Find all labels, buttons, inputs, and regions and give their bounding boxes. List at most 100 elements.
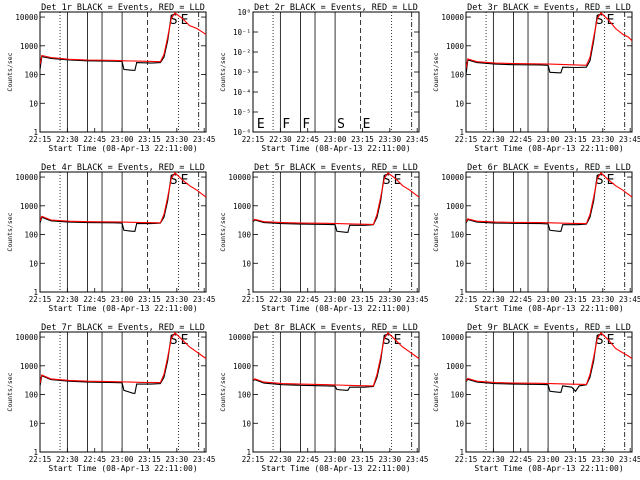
x-axis-label: Start Time (08-Apr-13 22:11:00) bbox=[48, 144, 197, 153]
y-tick-label: 1 bbox=[459, 128, 464, 137]
x-tick-label: 23:45 bbox=[619, 295, 640, 304]
x-tick-label: 23:15 bbox=[351, 295, 374, 304]
x-tick-label: 22:15 bbox=[455, 455, 478, 464]
flag-label: E bbox=[607, 13, 615, 28]
detector-chart-5: Det 5r BLACK = Events, RED = LLD Counts/s… bbox=[219, 163, 428, 313]
flag-label: S bbox=[337, 117, 345, 132]
x-tick-label: 22:30 bbox=[482, 135, 505, 144]
x-tick-label: 23:30 bbox=[592, 295, 615, 304]
x-tick-label: 23:00 bbox=[324, 455, 347, 464]
series-line-lld bbox=[466, 12, 632, 69]
y-tick-label: 1000 bbox=[20, 362, 39, 371]
series-line-events bbox=[40, 14, 172, 71]
flag-label: S bbox=[383, 333, 391, 348]
series-line-events bbox=[466, 14, 598, 75]
x-tick-label: 23:15 bbox=[564, 135, 587, 144]
x-tick-label: 22:15 bbox=[29, 135, 52, 144]
chart-title: Det 5r BLACK = Events, RED = LLD bbox=[254, 163, 418, 173]
x-tick-label: 23:30 bbox=[379, 455, 402, 464]
y-tick-label: 100 bbox=[24, 391, 38, 400]
flag-label: S bbox=[170, 333, 178, 348]
x-tick-label: 23:30 bbox=[379, 295, 402, 304]
x-tick-label: 22:15 bbox=[242, 455, 265, 464]
chart-title: Det 3r BLACK = Events, RED = LLD bbox=[467, 3, 631, 13]
x-tick-label: 22:45 bbox=[83, 455, 106, 464]
x-tick-label: 22:30 bbox=[269, 135, 292, 144]
plot-frame bbox=[465, 331, 633, 453]
y-tick-label: 10 bbox=[242, 259, 252, 268]
series-line-lld bbox=[253, 332, 419, 387]
y-axis-label: Counts/sec bbox=[6, 212, 14, 251]
chart-title: Det 1r BLACK = Events, RED = LLD bbox=[41, 3, 205, 13]
y-tick-label: 1 bbox=[246, 288, 251, 297]
flag-label: S bbox=[596, 333, 604, 348]
y-axis-label: Counts/sec bbox=[219, 52, 227, 91]
x-tick-label: 22:45 bbox=[296, 455, 319, 464]
y-tick-label: 10⁻⁶ bbox=[233, 128, 251, 137]
x-axis-label: Start Time (08-Apr-13 22:11:00) bbox=[474, 304, 623, 313]
x-tick-label: 23:45 bbox=[619, 455, 640, 464]
y-tick-label: 1 bbox=[33, 448, 38, 457]
series-line-lld bbox=[466, 332, 632, 385]
plot-frame bbox=[252, 331, 420, 453]
y-axis-label: Counts/sec bbox=[432, 212, 440, 251]
x-tick-label: 22:30 bbox=[482, 455, 505, 464]
y-tick-label: 10⁻⁵ bbox=[233, 108, 251, 117]
y-tick-label: 100 bbox=[237, 391, 251, 400]
chart-title: Det 4r BLACK = Events, RED = LLD bbox=[41, 163, 205, 173]
x-tick-label: 23:15 bbox=[138, 295, 161, 304]
x-axis-label: Start Time (08-Apr-13 22:11:00) bbox=[474, 464, 623, 473]
chart-title: Det 2r BLACK = Events, RED = LLD bbox=[254, 3, 418, 13]
y-axis-label: Counts/sec bbox=[6, 372, 14, 411]
y-tick-label: 10⁰ bbox=[237, 8, 251, 17]
y-tick-label: 10000 bbox=[441, 333, 464, 342]
x-tick-label: 23:15 bbox=[564, 455, 587, 464]
x-tick-label: 22:15 bbox=[242, 135, 265, 144]
chart-title: Det 6r BLACK = Events, RED = LLD bbox=[467, 163, 631, 173]
x-tick-label: 22:30 bbox=[56, 135, 79, 144]
y-axis-label: Counts/sec bbox=[432, 372, 440, 411]
plot-frame bbox=[39, 331, 207, 453]
flag-label: E bbox=[257, 117, 265, 132]
x-tick-label: 23:30 bbox=[592, 135, 615, 144]
x-tick-label: 23:45 bbox=[193, 295, 216, 304]
plot-frame bbox=[39, 11, 207, 133]
x-tick-label: 22:15 bbox=[455, 295, 478, 304]
x-tick-label: 23:00 bbox=[111, 135, 134, 144]
y-tick-label: 10000 bbox=[228, 333, 251, 342]
series-line-events bbox=[466, 174, 598, 232]
y-tick-label: 10000 bbox=[15, 13, 38, 22]
y-tick-label: 100 bbox=[24, 71, 38, 80]
x-tick-label: 22:45 bbox=[509, 295, 532, 304]
series-line-lld bbox=[253, 172, 419, 225]
x-tick-label: 23:15 bbox=[351, 135, 374, 144]
y-tick-label: 1000 bbox=[20, 42, 39, 51]
y-tick-label: 10000 bbox=[441, 13, 464, 22]
flag-label: E bbox=[607, 333, 615, 348]
flag-label: S bbox=[596, 173, 604, 188]
series-line-events bbox=[40, 334, 172, 394]
y-tick-label: 10 bbox=[242, 419, 252, 428]
detector-chart-1: Det 1r BLACK = Events, RED = LLD Counts/s… bbox=[6, 3, 215, 153]
x-tick-label: 23:00 bbox=[324, 295, 347, 304]
x-tick-label: 22:45 bbox=[296, 295, 319, 304]
y-tick-label: 10 bbox=[29, 259, 39, 268]
x-tick-label: 22:15 bbox=[455, 135, 478, 144]
x-tick-label: 23:45 bbox=[406, 135, 429, 144]
y-tick-label: 1000 bbox=[20, 202, 39, 211]
x-tick-label: 23:45 bbox=[619, 135, 640, 144]
x-axis-label: Start Time (08-Apr-13 22:11:00) bbox=[261, 144, 410, 153]
x-tick-label: 22:45 bbox=[509, 135, 532, 144]
x-tick-label: 22:15 bbox=[29, 295, 52, 304]
y-tick-label: 1 bbox=[246, 448, 251, 457]
y-tick-label: 10⁻⁴ bbox=[233, 88, 251, 97]
x-tick-label: 22:15 bbox=[29, 455, 52, 464]
x-tick-label: 23:45 bbox=[406, 455, 429, 464]
y-tick-label: 10000 bbox=[15, 333, 38, 342]
chart-title: Det 7r BLACK = Events, RED = LLD bbox=[41, 323, 205, 333]
x-tick-label: 23:15 bbox=[138, 135, 161, 144]
x-tick-label: 23:00 bbox=[324, 135, 347, 144]
series-line-lld bbox=[40, 12, 206, 65]
flag-label: E bbox=[181, 173, 189, 188]
